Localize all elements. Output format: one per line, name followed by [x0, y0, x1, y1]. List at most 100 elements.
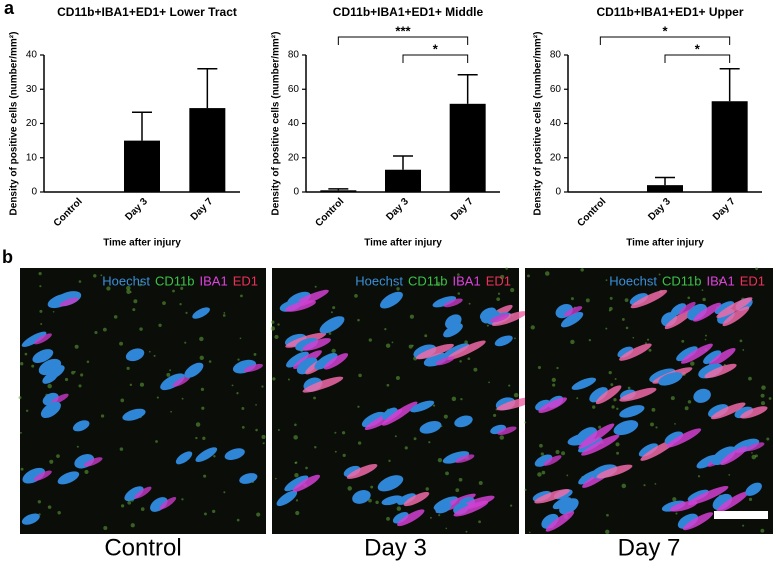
- nucleus: [638, 443, 658, 457]
- y-tick-label: 30: [26, 84, 38, 95]
- speckle: [195, 436, 198, 440]
- speckle: [748, 376, 752, 381]
- x-tick-label: Day 7: [189, 196, 216, 223]
- speckle: [760, 393, 765, 398]
- speckle: [332, 306, 336, 310]
- speckle: [570, 297, 574, 301]
- y-tick-label: 40: [550, 118, 562, 129]
- significance-label: *: [662, 23, 668, 38]
- macrophage: [243, 363, 263, 373]
- macrophage: [455, 454, 475, 463]
- speckle: [655, 426, 658, 429]
- speckle: [120, 398, 125, 403]
- x-axis-label: Time after injury: [103, 238, 181, 249]
- speckle: [486, 324, 489, 327]
- speckle: [140, 280, 143, 284]
- speckle: [76, 445, 79, 448]
- speckle: [222, 314, 226, 317]
- error-bar: [132, 111, 152, 141]
- macrophage: [543, 455, 562, 466]
- speckle: [443, 414, 448, 419]
- speckle: [241, 425, 245, 429]
- nucleus: [286, 351, 309, 368]
- speckle: [199, 336, 204, 342]
- stain-label: ED1: [486, 273, 511, 288]
- speckle: [179, 303, 182, 306]
- macrophage: [716, 491, 749, 513]
- speckle: [255, 403, 257, 406]
- nucleus: [711, 446, 736, 466]
- speckle: [465, 530, 468, 533]
- scale-bar: [714, 511, 768, 519]
- stain-label: IBA1: [200, 273, 228, 288]
- x-tick-label: Day 7: [449, 196, 476, 223]
- speckle: [270, 320, 275, 324]
- macrophage: [159, 497, 177, 510]
- nucleus: [613, 420, 639, 436]
- speckle: [119, 341, 124, 346]
- speckle: [331, 348, 336, 354]
- speckle: [295, 510, 300, 516]
- speckle: [347, 486, 352, 491]
- speckle: [156, 396, 159, 399]
- y-axis-label: Density of positive cells (number/mm²): [533, 32, 544, 216]
- macrophage: [83, 457, 103, 467]
- speckle: [496, 297, 501, 302]
- error-bar: [655, 176, 675, 186]
- chart-title: CD11b+IBA1+ED1+ Middle: [333, 5, 484, 19]
- speckle: [386, 516, 390, 521]
- significance-label: *: [695, 41, 701, 56]
- speckle: [330, 311, 333, 314]
- bar: [385, 169, 421, 192]
- speckle: [334, 450, 337, 453]
- y-tick-label: 60: [550, 84, 562, 95]
- speckle: [701, 289, 704, 292]
- speckle: [294, 461, 298, 464]
- speckle: [445, 471, 449, 476]
- nucleus: [571, 377, 597, 390]
- speckle: [451, 396, 457, 402]
- speckle: [342, 453, 346, 457]
- bar: [711, 101, 748, 192]
- speckle: [621, 483, 627, 489]
- image-caption: Day 7: [618, 534, 681, 561]
- significance-bracket: [402, 54, 469, 63]
- speckle: [493, 413, 497, 417]
- speckle: [705, 334, 707, 337]
- speckle: [390, 284, 393, 287]
- speckle: [690, 361, 695, 366]
- speckle: [684, 406, 689, 411]
- speckle: [488, 381, 490, 384]
- y-tick-label: 20: [26, 118, 38, 129]
- speckle: [240, 294, 243, 298]
- speckle: [181, 498, 184, 501]
- speckle: [742, 524, 745, 527]
- speckle: [106, 286, 111, 291]
- speckle: [615, 442, 620, 447]
- speckle: [608, 370, 612, 375]
- speckle: [195, 422, 201, 427]
- speckle: [632, 336, 635, 339]
- micrograph-cells: [270, 267, 535, 533]
- speckle: [181, 397, 184, 400]
- speckle: [274, 477, 277, 480]
- nucleus: [392, 512, 409, 524]
- speckle: [270, 326, 276, 331]
- nucleus: [184, 362, 204, 378]
- speckle: [702, 297, 706, 302]
- macrophage: [687, 486, 729, 506]
- x-tick-label: Day 7: [711, 196, 738, 223]
- speckle: [272, 377, 276, 381]
- y-tick-label: 10: [26, 152, 38, 163]
- bar: [449, 103, 486, 192]
- speckle: [460, 397, 463, 401]
- macrophage: [403, 491, 430, 507]
- speckle: [432, 404, 436, 407]
- speckle: [497, 292, 501, 295]
- nucleus: [534, 454, 553, 467]
- speckle: [625, 326, 629, 330]
- speckle: [459, 360, 462, 363]
- nucleus: [619, 405, 645, 418]
- speckle: [540, 452, 545, 456]
- speckle: [208, 360, 212, 363]
